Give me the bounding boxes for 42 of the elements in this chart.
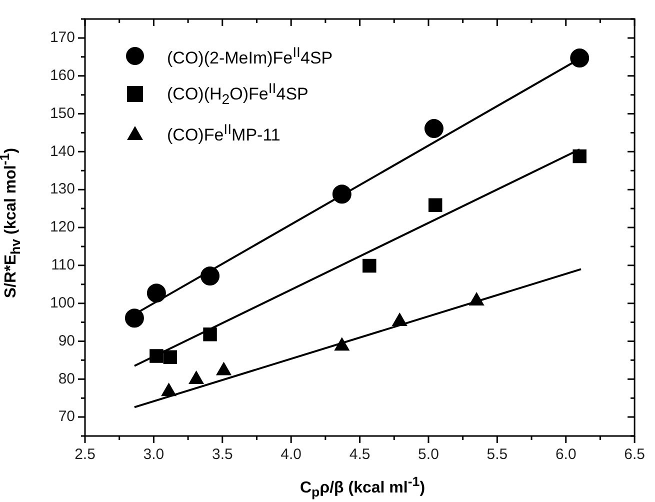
x-tick-label: 6.5 [624, 446, 646, 464]
point [428, 198, 442, 212]
y-tick-label: 140 [50, 142, 75, 160]
y-tick-label: 170 [50, 29, 75, 46]
y-tick-label: 150 [50, 104, 75, 122]
point [124, 308, 144, 328]
x-tick-label: 2.5 [74, 446, 96, 464]
point [146, 284, 166, 303]
point [572, 149, 586, 164]
point [334, 338, 350, 351]
point [570, 48, 590, 68]
y-tick-label: 110 [51, 256, 75, 274]
point [163, 350, 178, 364]
x-tick-label: 5.0 [418, 446, 439, 464]
x-axis-title: C$_{p}$ρ/β (kcal ml$^{-1}$) [298, 474, 426, 500]
y-tick-label: 80 [58, 370, 75, 388]
point [469, 292, 484, 306]
point [150, 349, 164, 363]
x-tick-label: 4.0 [280, 446, 302, 464]
point [332, 184, 352, 204]
y-tick-label: 70 [58, 408, 75, 426]
y-tick-label: 120 [50, 218, 75, 236]
point [362, 258, 376, 273]
point [188, 371, 204, 384]
point [203, 328, 217, 342]
x-tick-label: 5.5 [486, 446, 508, 464]
legend-label: (CO)(2-MeIm)Fe$^{II}$4SP [167, 44, 333, 70]
x-tick-label: 6.0 [555, 446, 576, 464]
x-tick-label: 4.5 [349, 446, 370, 464]
x-tick-label: 3.0 [143, 446, 164, 464]
point [424, 119, 444, 138]
point [216, 362, 232, 376]
point [200, 266, 220, 286]
point [161, 383, 176, 396]
legend-label: (CO)Fe$^{II}$MP-11 [167, 120, 280, 146]
y-tick-label: 130 [50, 180, 75, 198]
y-tick-label: 160 [50, 67, 75, 84]
point [392, 313, 408, 326]
x-tick-label: 3.5 [212, 446, 233, 464]
legend-label: (CO)(H$_{2}$O)Fe$^{II}$4SP [167, 80, 308, 110]
y-tick-label: 90 [58, 332, 75, 350]
y-tick-label: 100 [50, 294, 75, 312]
